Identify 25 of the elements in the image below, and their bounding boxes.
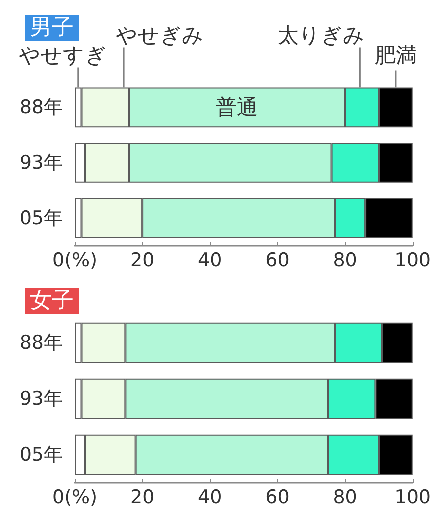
x-tick-label: 100 [394,486,431,508]
x-tick-label: 40 [198,486,222,508]
chart-title: 男子 [30,16,74,40]
x-tick-label: 80 [333,486,358,508]
y-tick-label: 88年 [20,332,63,354]
series-label: 普通 [216,96,258,120]
x-tick-label: 100 [394,250,431,272]
y-tick-label: 05年 [20,207,63,230]
x-tick-label: 0(%) [52,486,98,508]
y-tick-label: 88年 [20,96,63,119]
x-tick-label: 60 [266,486,290,508]
x-tick-label: 60 [266,250,290,272]
x-tick-label: 20 [130,250,155,272]
y-tick-label: 93年 [20,388,63,410]
y-tick-label: 93年 [20,152,63,174]
y-tick-label: 05年 [20,444,63,466]
series-label: 肥満 [374,44,417,68]
x-tick-label: 0(%) [52,250,98,272]
x-tick-label: 40 [198,250,222,272]
x-tick-label: 80 [333,250,358,272]
series-label: 太りぎみ [278,24,366,48]
series-label: やせすぎ [19,44,107,68]
x-tick-label: 20 [130,486,155,508]
chart-title: 女子 [30,288,74,314]
series-label: やせぎみ [116,24,204,48]
